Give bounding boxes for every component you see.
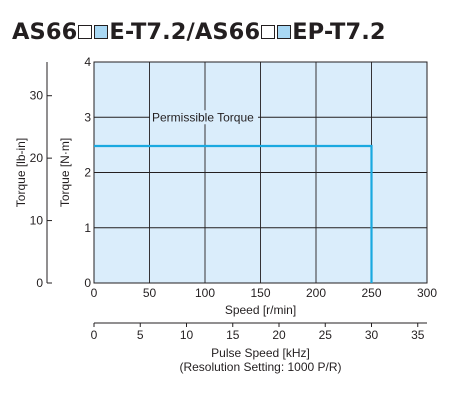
secondary-x-tick-label: 15	[226, 328, 240, 342]
x-tick-label: 150	[250, 286, 270, 300]
secondary-x-tick-label: 30	[365, 328, 379, 342]
secondary-y-tick-label: 10	[30, 214, 44, 228]
x-tick-label: 50	[143, 286, 157, 300]
secondary-x-axis-sublabel: (Resolution Setting: 1000 P/R)	[179, 360, 341, 374]
chart-title: AS66 E-T7.2/AS66 EP-T7.2	[12, 16, 386, 48]
secondary-x-tick-label: 10	[180, 328, 194, 342]
secondary-x-tick-label: 0	[91, 328, 98, 342]
title-text: E-T7.2/AS66	[109, 19, 261, 45]
secondary-x-tick-label: 25	[319, 328, 333, 342]
title-box-blue	[94, 25, 109, 39]
x-tick-label: 0	[91, 286, 98, 300]
series-label-background	[150, 110, 258, 125]
x-axis-label: Speed [r/min]	[225, 303, 296, 317]
permissible-torque-line	[94, 144, 373, 283]
y-tick-label: 2	[84, 166, 91, 180]
y-axis-label: Torque [N·m]	[58, 138, 72, 207]
x-tick-label: 200	[306, 286, 326, 300]
title-box-blue	[277, 25, 292, 39]
y-tick-label: 1	[84, 221, 91, 235]
secondary-x-tick-label: 35	[411, 328, 425, 342]
secondary-y-tick-label: 0	[36, 276, 43, 290]
series-label: Permissible Torque	[152, 110, 254, 124]
x-tick-label: 300	[417, 286, 437, 300]
secondary-x-tick-label: 20	[272, 328, 286, 342]
y-tick-label: 3	[84, 110, 91, 124]
secondary-y-tick-label: 20	[30, 151, 44, 165]
title-box-white	[261, 25, 276, 39]
secondary-y-tick-label: 30	[30, 89, 44, 103]
secondary-y-axis-label: Torque [lb-in]	[14, 138, 28, 207]
x-tick-label: 250	[361, 286, 381, 300]
y-tick-label: 0	[84, 276, 91, 290]
title-box-white	[78, 25, 93, 39]
x-tick-label: 100	[195, 286, 215, 300]
secondary-x-tick-label: 5	[137, 328, 144, 342]
title-text: AS66	[12, 19, 78, 45]
y-tick-label: 4	[84, 55, 91, 69]
title-text: EP-T7.2	[292, 19, 386, 45]
secondary-x-axis-label: Pulse Speed [kHz]	[211, 346, 310, 360]
